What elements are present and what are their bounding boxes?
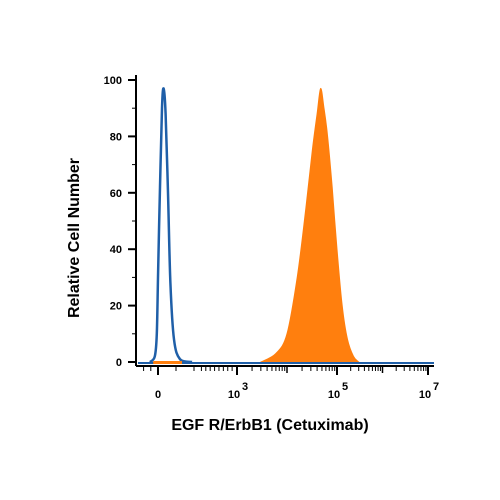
y-tick-label: 40 [110,244,122,256]
y-tick-label: 100 [104,75,122,87]
x-tick-label: 0 [155,389,161,401]
x-tick-exponent: 7 [433,381,439,393]
x-tick-label: 10 [228,389,240,401]
plot-series [138,87,434,364]
x-tick-exponent: 3 [242,381,248,393]
x-tick-exponent: 5 [342,381,348,393]
histogram-filled-series [258,87,360,363]
y-axis-title: Relative Cell Number [66,158,83,318]
y-axis-ticks: 0 20 40 60 80 100 [104,75,136,369]
y-tick-label: 20 [110,301,122,313]
y-tick-label: 60 [110,188,122,200]
x-axis-title: EGF R/ErbB1 (Cetuximab) [171,417,368,434]
histogram-filled-baseline [153,361,182,364]
y-tick-label: 80 [110,131,122,143]
x-tick-label: 10 [419,389,431,401]
x-tick-label: 10 [328,389,340,401]
histogram-outline-series [149,87,193,364]
y-tick-label: 0 [116,357,122,369]
